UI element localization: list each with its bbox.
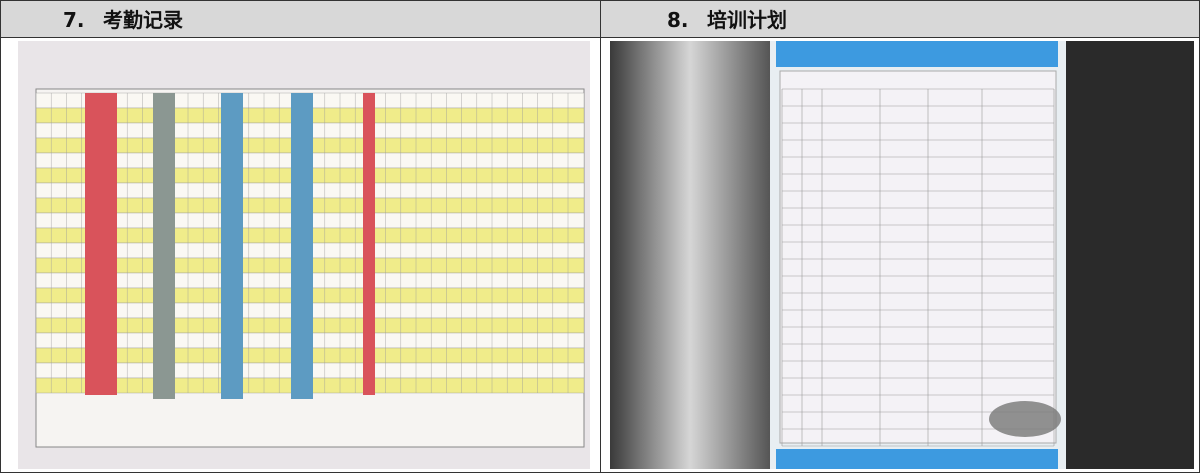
stripe: [221, 93, 243, 399]
section-header: 7. 考勤记录: [0, 0, 601, 38]
bottom-bar: [776, 449, 1058, 469]
app-bar: [776, 41, 1058, 67]
section-number: 8.: [667, 8, 689, 32]
screen-document: [779, 70, 1057, 444]
section-number: 7.: [63, 8, 85, 32]
floating-button: [989, 401, 1061, 437]
section-header: 8. 培训计划: [600, 0, 1200, 38]
light-reflection: [610, 41, 770, 469]
stripe: [291, 93, 313, 399]
stripe: [363, 93, 375, 395]
stripe: [85, 93, 117, 395]
training-photo: [610, 41, 1194, 469]
attendance-photo: [18, 41, 590, 469]
stripe: [153, 93, 175, 399]
section-title: 考勤记录: [103, 8, 183, 32]
section-title: 培训计划: [707, 8, 787, 32]
